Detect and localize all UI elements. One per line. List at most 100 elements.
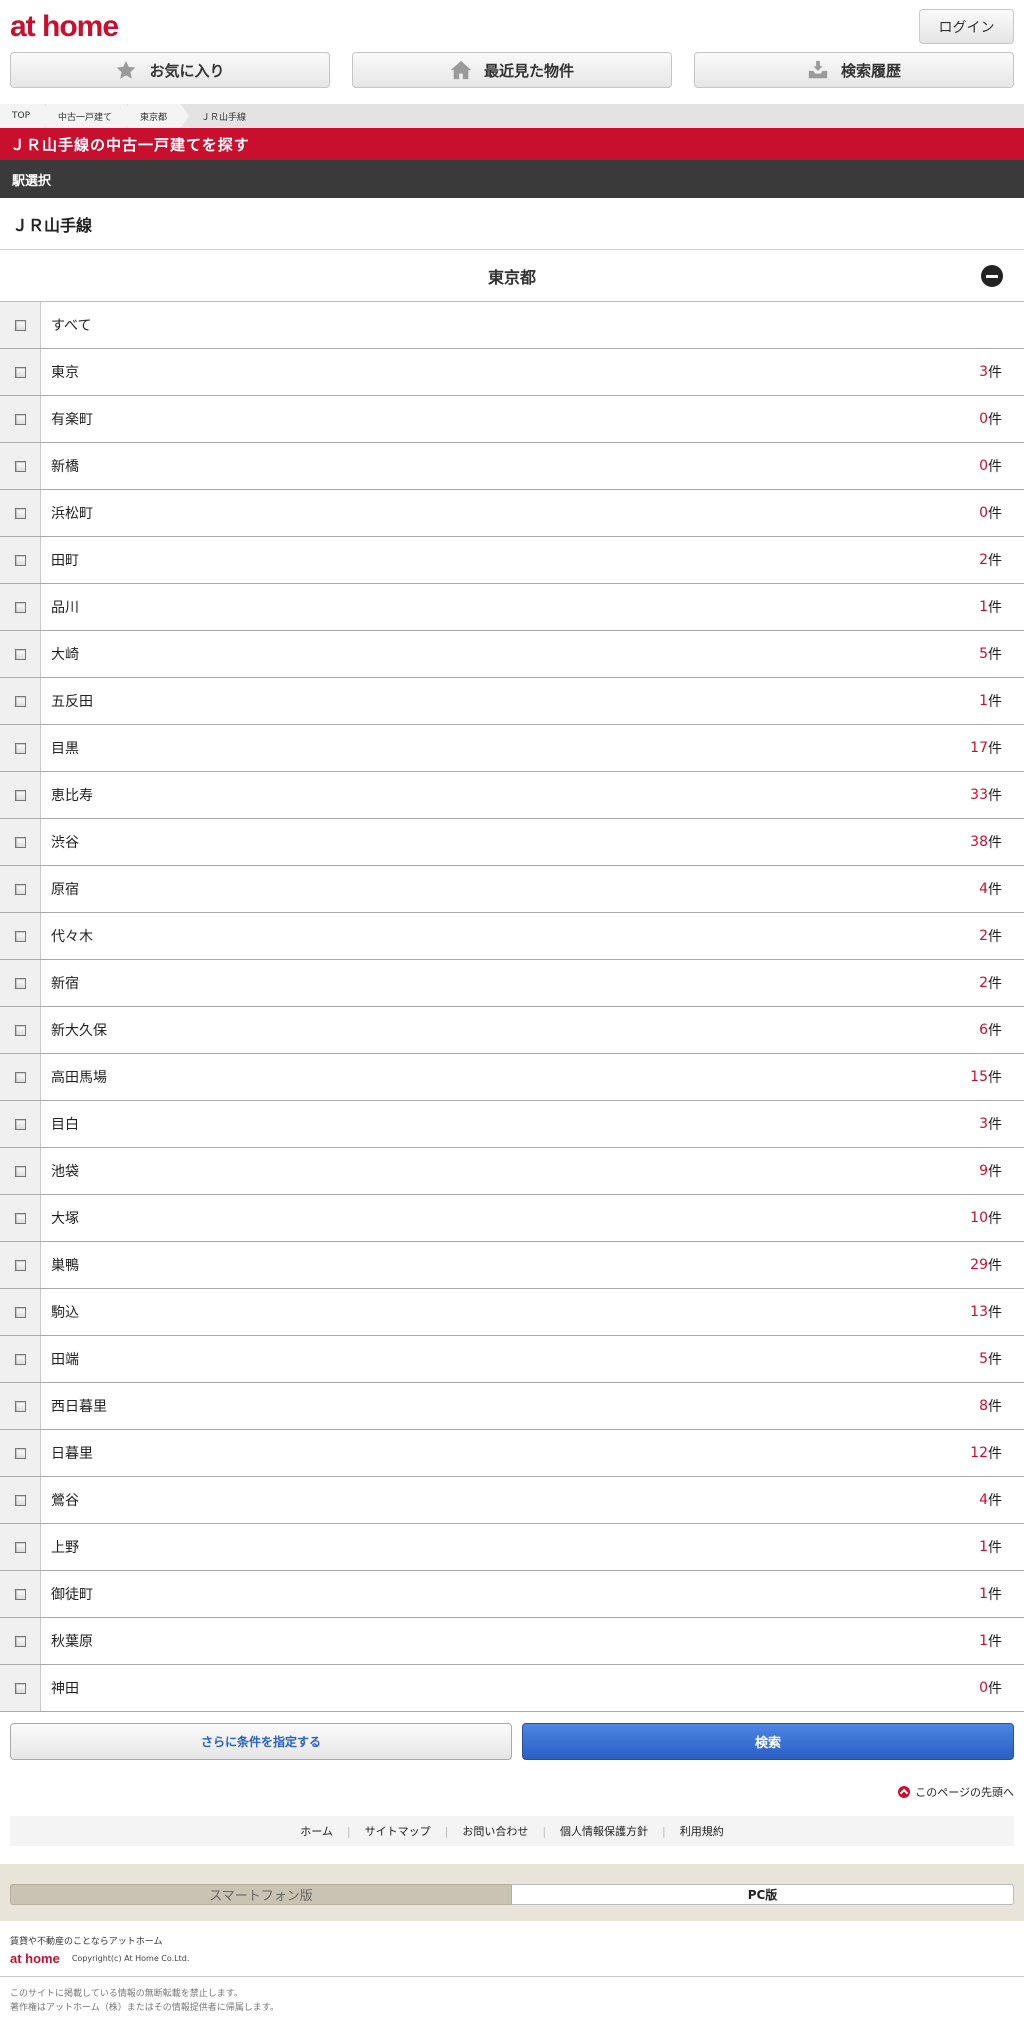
station-checkbox[interactable] (14, 1588, 26, 1600)
station-checkbox[interactable] (14, 1494, 26, 1506)
station-checkbox[interactable] (14, 883, 26, 895)
station-row[interactable]: 渋谷 38 件 (0, 819, 1024, 866)
station-row[interactable]: 日暮里 12 件 (0, 1430, 1024, 1477)
breadcrumb-used-house[interactable]: 中古一戸建て (46, 104, 135, 128)
station-checkbox[interactable] (14, 460, 26, 472)
station-checkbox[interactable] (14, 1682, 26, 1694)
favorites-button[interactable]: お気に入り (10, 52, 330, 88)
station-row[interactable]: 代々木 2 件 (0, 913, 1024, 960)
station-row[interactable]: 田端 5 件 (0, 1336, 1024, 1383)
login-button[interactable]: ログイン (919, 9, 1014, 44)
athome-logo[interactable]: at home (10, 10, 119, 43)
search-button[interactable]: 検索 (522, 1723, 1014, 1760)
checkbox-cell (0, 1430, 41, 1476)
section-header: 駅選択 (0, 160, 1024, 198)
station-row[interactable]: 大塚 10 件 (0, 1195, 1024, 1242)
count-number: 6 (979, 1022, 988, 1038)
footer-link-terms[interactable]: 利用規約 (679, 1825, 724, 1838)
station-row[interactable]: 巣鴨 29 件 (0, 1242, 1024, 1289)
station-name: 巣鴨 (51, 1258, 79, 1274)
station-row[interactable]: 鶯谷 4 件 (0, 1477, 1024, 1524)
station-row[interactable]: 新宿 2 件 (0, 960, 1024, 1007)
breadcrumb-tokyo[interactable]: 東京都 (128, 104, 190, 128)
breadcrumb-current: ＪＲ山手線 (183, 104, 261, 128)
station-checkbox[interactable] (14, 1118, 26, 1130)
checkbox-cell (0, 537, 41, 583)
station-row[interactable]: 品川 1 件 (0, 584, 1024, 631)
station-row[interactable]: 新橋 0 件 (0, 443, 1024, 490)
collapse-icon[interactable] (981, 265, 1003, 287)
recently-viewed-button[interactable]: 最近見た物件 (352, 52, 672, 88)
select-all-checkbox[interactable] (14, 319, 26, 331)
station-checkbox[interactable] (14, 413, 26, 425)
count-number: 5 (979, 646, 988, 662)
station-checkbox[interactable] (14, 695, 26, 707)
breadcrumb-top[interactable]: TOP (0, 104, 53, 128)
footer-link-contact[interactable]: お問い合わせ (462, 1825, 529, 1838)
station-row[interactable]: 目黒 17 件 (0, 725, 1024, 772)
station-checkbox[interactable] (14, 1306, 26, 1318)
station-checkbox[interactable] (14, 601, 26, 613)
checkbox-cell (0, 772, 41, 818)
station-checkbox[interactable] (14, 930, 26, 942)
count-suffix: 件 (988, 1681, 1002, 1697)
station-checkbox[interactable] (14, 1400, 26, 1412)
station-checkbox[interactable] (14, 789, 26, 801)
notice-line-1: このサイトに掲載している情報の無断転載を禁止します。 (10, 1989, 243, 1999)
footer-nav: ホーム | サイトマップ | お問い合わせ | 個人情報保護方針 | 利用規約 (10, 1816, 1014, 1846)
station-row[interactable]: 恵比寿 33 件 (0, 772, 1024, 819)
footer-link-home[interactable]: ホーム (300, 1825, 333, 1838)
station-checkbox[interactable] (14, 1541, 26, 1553)
pc-version-tab[interactable]: PC版 (512, 1884, 1014, 1905)
search-history-button[interactable]: 検索履歴 (694, 52, 1014, 88)
station-checkbox[interactable] (14, 1635, 26, 1647)
smartphone-version-tab[interactable]: スマートフォン版 (10, 1884, 512, 1905)
station-checkbox[interactable] (14, 1165, 26, 1177)
station-row-all[interactable]: すべて (0, 302, 1024, 349)
station-row[interactable]: 五反田 1 件 (0, 678, 1024, 725)
station-name: 日暮里 (51, 1446, 93, 1462)
station-checkbox[interactable] (14, 1447, 26, 1459)
station-row[interactable]: 高田馬場 15 件 (0, 1054, 1024, 1101)
more-conditions-button[interactable]: さらに条件を指定する (10, 1723, 512, 1760)
page-top-link[interactable]: このページの先頭へ (0, 1760, 1024, 1800)
station-checkbox[interactable] (14, 648, 26, 660)
station-row[interactable]: 目白 3 件 (0, 1101, 1024, 1148)
prefecture-header[interactable]: 東京都 (0, 250, 1024, 302)
station-name: すべて (51, 318, 92, 334)
station-checkbox[interactable] (14, 977, 26, 989)
station-row[interactable]: 原宿 4 件 (0, 866, 1024, 913)
footer-link-sitemap[interactable]: サイトマップ (364, 1825, 431, 1838)
station-checkbox[interactable] (14, 507, 26, 519)
station-checkbox[interactable] (14, 1353, 26, 1365)
station-checkbox[interactable] (14, 1259, 26, 1271)
station-row[interactable]: 駒込 13 件 (0, 1289, 1024, 1336)
station-row[interactable]: 東京 3 件 (0, 349, 1024, 396)
station-checkbox[interactable] (14, 554, 26, 566)
station-checkbox[interactable] (14, 1071, 26, 1083)
station-checkbox[interactable] (14, 1212, 26, 1224)
station-row[interactable]: 池袋 9 件 (0, 1148, 1024, 1195)
station-checkbox[interactable] (14, 366, 26, 378)
station-row[interactable]: 秋葉原 1 件 (0, 1618, 1024, 1665)
station-row[interactable]: 浜松町 0 件 (0, 490, 1024, 537)
inbox-download-icon (807, 59, 829, 81)
station-row[interactable]: 上野 1 件 (0, 1524, 1024, 1571)
station-row[interactable]: 有楽町 0 件 (0, 396, 1024, 443)
station-name: 池袋 (51, 1164, 79, 1180)
star-icon (115, 59, 137, 81)
station-checkbox[interactable] (14, 1024, 26, 1036)
station-row[interactable]: 西日暮里 8 件 (0, 1383, 1024, 1430)
station-name: 大塚 (51, 1211, 79, 1227)
station-row[interactable]: 田町 2 件 (0, 537, 1024, 584)
checkbox-cell (0, 1148, 41, 1194)
station-checkbox[interactable] (14, 836, 26, 848)
count-number: 0 (979, 458, 988, 474)
station-row[interactable]: 神田 0 件 (0, 1665, 1024, 1712)
station-checkbox[interactable] (14, 742, 26, 754)
checkbox-cell (0, 490, 41, 536)
station-row[interactable]: 新大久保 6 件 (0, 1007, 1024, 1054)
footer-link-privacy[interactable]: 個人情報保護方針 (560, 1825, 649, 1838)
station-row[interactable]: 御徒町 1 件 (0, 1571, 1024, 1618)
station-row[interactable]: 大崎 5 件 (0, 631, 1024, 678)
